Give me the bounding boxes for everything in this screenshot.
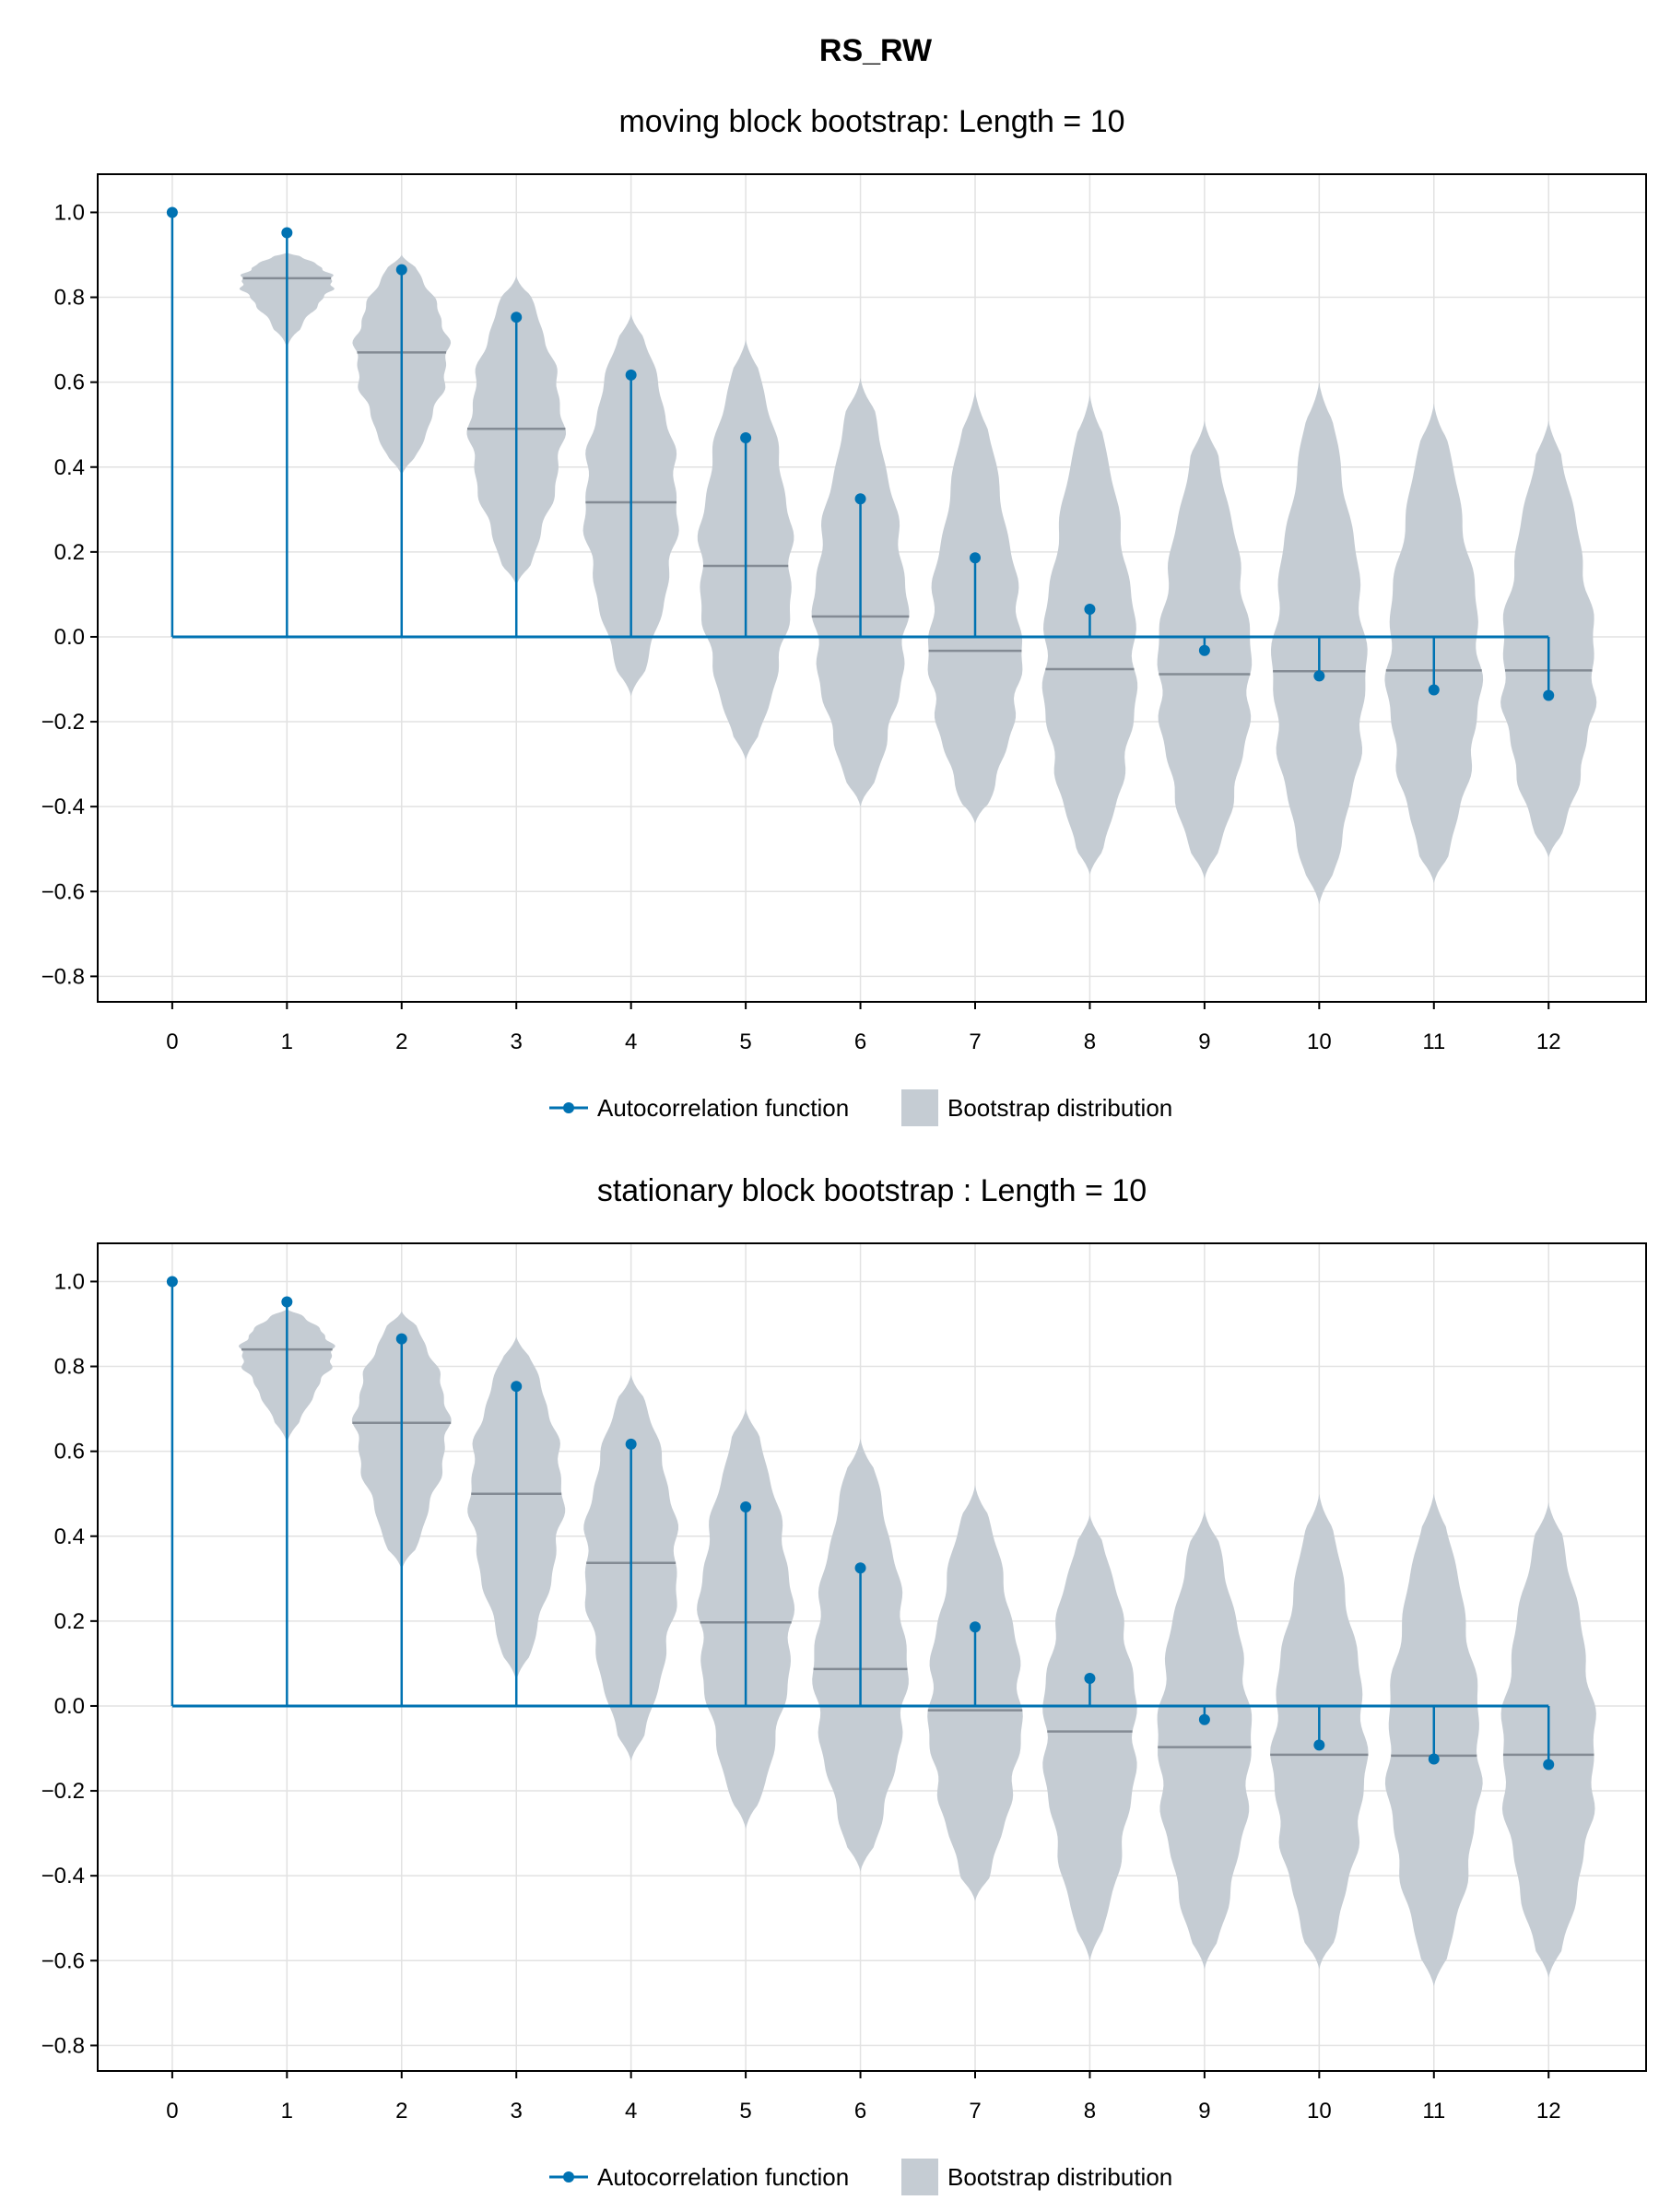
x-tick-label: 4 [625,2099,637,2124]
x-tick-label: 0 [166,2099,178,2124]
x-tick-label: 12 [1536,2099,1561,2124]
x-tick-label: 6 [854,1030,866,1054]
y-tick-label: 0.8 [54,1355,85,1380]
y-tick-label: 1.0 [54,200,85,225]
x-tick-label: 5 [739,2099,751,2124]
y-tick-label: −0.8 [41,2033,85,2058]
x-axis: 0 1 2 3 4 5 6 7 8 9 10 11 12 [166,1002,1561,1054]
panel-stationary-block: stationary block bootstrap : Length = 10… [41,1173,1647,2195]
y-tick-label: −0.6 [41,879,85,904]
x-tick-label: 7 [969,2099,981,2124]
x-tick-label: 6 [854,2099,866,2124]
legend-bootstrap-swatch [901,2159,938,2195]
y-tick-label: 0.0 [54,1694,85,1719]
x-tick-label: 2 [395,1030,407,1054]
x-tick-label: 12 [1536,1030,1561,1054]
acf-point-lag-7 [970,1621,981,1633]
y-tick-label: −0.8 [41,964,85,989]
y-tick-label: −0.2 [41,1779,85,1804]
y-tick-label: −0.4 [41,1864,85,1888]
x-axis: 0 1 2 3 4 5 6 7 8 9 10 11 12 [166,2071,1561,2124]
x-tick-label: 9 [1198,1030,1210,1054]
y-tick-label: 0.6 [54,1440,85,1465]
x-tick-label: 3 [511,1030,523,1054]
y-tick-label: 0.8 [54,286,85,311]
figure-title: RS_RW [819,33,933,68]
acf-point-lag-12 [1543,1759,1555,1771]
acf-point-lag-6 [854,1562,866,1574]
y-axis: −0.8 −0.6 −0.4 −0.2 0.0 0.2 0.4 0.6 0.8 1.0 [41,200,98,989]
acf-point-lag-10 [1313,1739,1325,1751]
x-tick-label: 8 [1084,2099,1096,2124]
x-tick-label: 11 [1422,1030,1445,1054]
y-tick-label: 0.4 [54,455,85,480]
acf-point-lag-7 [970,552,981,564]
x-tick-label: 1 [281,1030,293,1054]
legend-acf-marker [563,1102,574,1113]
y-tick-label: −0.2 [41,710,85,735]
acf-point-lag-6 [854,493,866,505]
x-tick-label: 4 [625,1030,637,1054]
x-tick-label: 10 [1307,1030,1332,1054]
violin-lag-9 [1157,1511,1253,1970]
acf-series [166,1276,1555,1771]
panel-title: stationary block bootstrap : Length = 10 [597,1173,1147,1208]
acf-series [166,206,1555,701]
acf-point-lag-2 [395,1333,407,1345]
legend-bootstrap-swatch [901,1089,938,1126]
x-tick-label: 5 [739,1030,751,1054]
x-tick-label: 1 [281,2099,293,2124]
acf-point-lag-11 [1428,684,1440,696]
y-tick-label: 0.2 [54,540,85,565]
x-tick-label: 3 [511,2099,523,2124]
acf-point-lag-12 [1543,689,1555,701]
violin-lag-8 [1042,1514,1137,1961]
y-tick-label: 0.0 [54,625,85,650]
y-tick-label: 0.4 [54,1524,85,1549]
y-tick-label: 1.0 [54,1269,85,1294]
plot-frame [97,1242,1647,2072]
panel-title: moving block bootstrap: Length = 10 [618,104,1124,139]
legend-acf-label: Autocorrelation function [597,1094,849,1122]
legend: Autocorrelation function Bootstrap distri… [549,1089,1172,1126]
x-tick-label: 0 [166,1030,178,1054]
x-tick-label: 2 [395,2099,407,2124]
acf-point-lag-4 [625,1438,637,1450]
x-tick-label: 8 [1084,1030,1096,1054]
acf-point-lag-10 [1313,670,1325,682]
acf-point-lag-9 [1198,644,1210,656]
acf-point-lag-3 [511,312,523,324]
acf-point-lag-11 [1428,1753,1440,1765]
acf-point-lag-1 [281,1296,293,1308]
y-axis: −0.8 −0.6 −0.4 −0.2 0.0 0.2 0.4 0.6 0.8 1.0 [41,1269,98,2058]
acf-point-lag-8 [1084,604,1096,616]
acf-point-lag-5 [740,1500,752,1512]
acf-point-lag-3 [511,1381,523,1393]
legend: Autocorrelation function Bootstrap distri… [549,2159,1172,2195]
y-tick-label: 0.2 [54,1609,85,1634]
legend-acf-marker [563,2171,574,2183]
x-tick-label: 10 [1307,2099,1332,2124]
acf-point-lag-4 [625,369,637,381]
plot-frame [97,173,1647,1003]
acf-point-lag-0 [166,206,178,218]
x-tick-label: 9 [1198,2099,1210,2124]
x-tick-label: 7 [969,1030,981,1054]
acf-point-lag-8 [1084,1673,1096,1685]
acf-point-lag-2 [395,264,407,276]
y-tick-label: 0.6 [54,371,85,395]
acf-point-lag-0 [166,1276,178,1288]
legend-acf-label: Autocorrelation function [597,2163,849,2191]
y-tick-label: −0.6 [41,1948,85,1973]
legend-bootstrap-label: Bootstrap distribution [947,2163,1172,2191]
legend-bootstrap-label: Bootstrap distribution [947,1094,1172,1122]
panel-moving-block: moving block bootstrap: Length = 10−0.8−… [41,104,1647,1126]
acf-point-lag-5 [740,431,752,443]
acf-point-lag-1 [281,227,293,239]
x-tick-label: 11 [1422,2099,1445,2124]
acf-point-lag-9 [1198,1713,1210,1725]
y-tick-label: −0.4 [41,794,85,819]
bootstrap-violins [238,1309,1596,1986]
